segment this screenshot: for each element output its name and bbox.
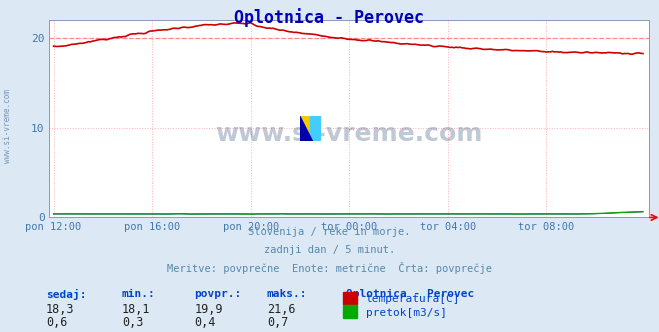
Text: povpr.:: povpr.: [194,289,242,299]
Bar [310,116,321,141]
Text: 0,4: 0,4 [194,316,215,329]
Bar [300,116,310,141]
Text: Oplotnica - Perovec: Oplotnica - Perovec [346,289,474,299]
Text: pretok[m3/s]: pretok[m3/s] [366,308,447,318]
Text: Meritve: povprečne  Enote: metrične  Črta: povprečje: Meritve: povprečne Enote: metrične Črta:… [167,262,492,274]
Text: zadnji dan / 5 minut.: zadnji dan / 5 minut. [264,245,395,255]
Text: www.si-vreme.com: www.si-vreme.com [3,89,13,163]
Text: maks.:: maks.: [267,289,307,299]
Text: www.si-vreme.com: www.si-vreme.com [215,123,483,146]
Polygon shape [300,116,312,141]
Text: 19,9: 19,9 [194,303,223,316]
Text: 18,3: 18,3 [46,303,74,316]
Text: temperatura[C]: temperatura[C] [366,294,460,304]
Text: sedaj:: sedaj: [46,289,86,300]
Text: Oplotnica - Perovec: Oplotnica - Perovec [235,8,424,27]
Text: min.:: min.: [122,289,156,299]
Text: 0,6: 0,6 [46,316,67,329]
Text: 18,1: 18,1 [122,303,150,316]
Text: 0,3: 0,3 [122,316,143,329]
Text: 0,7: 0,7 [267,316,288,329]
Text: 21,6: 21,6 [267,303,295,316]
Text: Slovenija / reke in morje.: Slovenija / reke in morje. [248,227,411,237]
